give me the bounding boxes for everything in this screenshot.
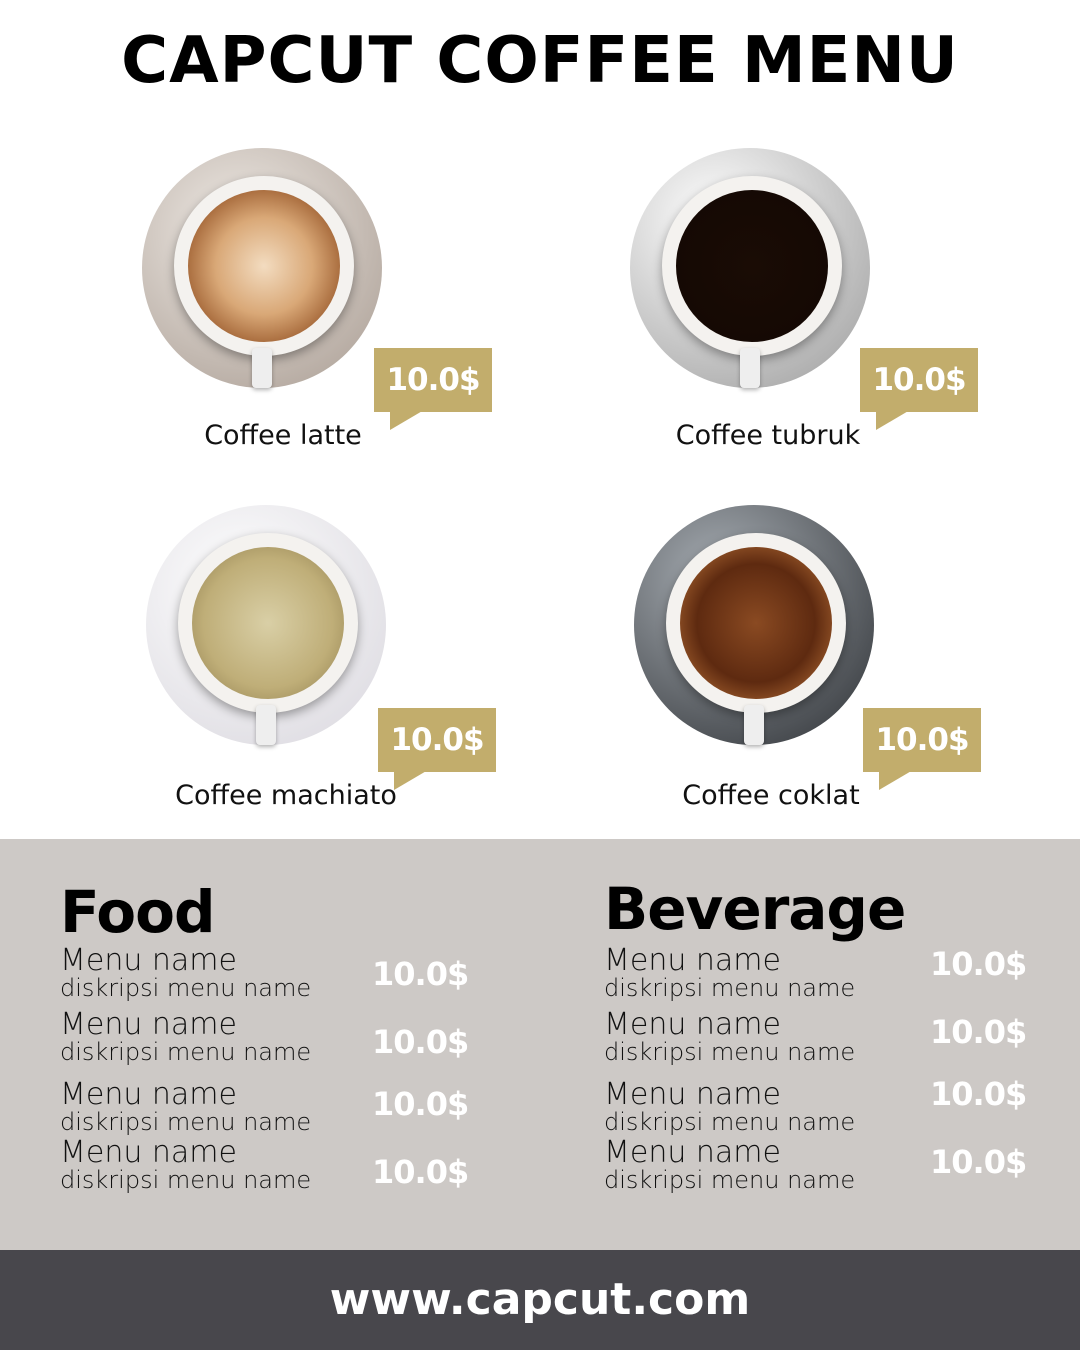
menu-item-description: diskripsi menu name [60,1166,312,1194]
section-title-beverage: Beverage [604,875,906,943]
menu-item-price: 10.0$ [930,1075,1027,1113]
page-title: CAPCUT COFFEE MENU [121,24,959,98]
menu-item-price: 10.0$ [372,1085,469,1123]
coffee-image [142,148,382,388]
menu-item-name: Menu name [60,1135,237,1170]
menu-item-price: 10.0$ [372,1153,469,1191]
coffee-liquid [680,547,832,699]
coffee-name: Coffee coklat [682,780,860,811]
cup [174,176,354,356]
menu-item-name: Menu name [604,943,781,978]
menu-item-name: Menu name [604,1077,781,1112]
section-title-food: Food [60,878,215,946]
menu-item-description: diskripsi menu name [604,974,856,1002]
menu-item-name: Menu name [604,1135,781,1170]
menu-item-description: diskripsi menu name [604,1038,856,1066]
menu-item-price: 10.0$ [372,1023,469,1061]
coffee-name: Coffee tubruk [675,420,861,451]
menu-item-price: 10.0$ [930,1143,1027,1181]
coffee-name: Coffee latte [204,420,362,451]
menu-item-name: Menu name [60,943,237,978]
menu-item-description: diskripsi menu name [60,1108,312,1136]
cup [666,533,846,713]
menu-item-description: diskripsi menu name [60,1038,312,1066]
coffee-name: Coffee machiato [175,780,397,811]
menu-item-price: 10.0$ [930,945,1027,983]
coffee-image [630,148,870,388]
menu-item-name: Menu name [60,1007,237,1042]
menu-item-description: diskripsi menu name [60,974,312,1002]
price-tag: 10.0$ [378,708,496,790]
menu-list-band [0,839,1080,1250]
price-tag: 10.0$ [860,348,978,430]
cup-handle [744,705,764,745]
coffee-image [634,505,874,745]
coffee-liquid [188,190,340,342]
price-tag: 10.0$ [863,708,981,790]
cup [178,533,358,713]
menu-item-name: Menu name [604,1007,781,1042]
coffee-image [146,505,386,745]
price-tag: 10.0$ [374,348,492,430]
cup-handle [256,705,276,745]
cup-handle [252,348,272,388]
menu-item-name: Menu name [60,1077,237,1112]
menu-item-description: diskripsi menu name [604,1166,856,1194]
footer-url[interactable]: www.capcut.com [0,1250,1080,1350]
cup-handle [740,348,760,388]
coffee-liquid [192,547,344,699]
coffee-liquid [676,190,828,342]
cup [662,176,842,356]
menu-item-description: diskripsi menu name [604,1108,856,1136]
menu-item-price: 10.0$ [372,955,469,993]
menu-item-price: 10.0$ [930,1013,1027,1051]
